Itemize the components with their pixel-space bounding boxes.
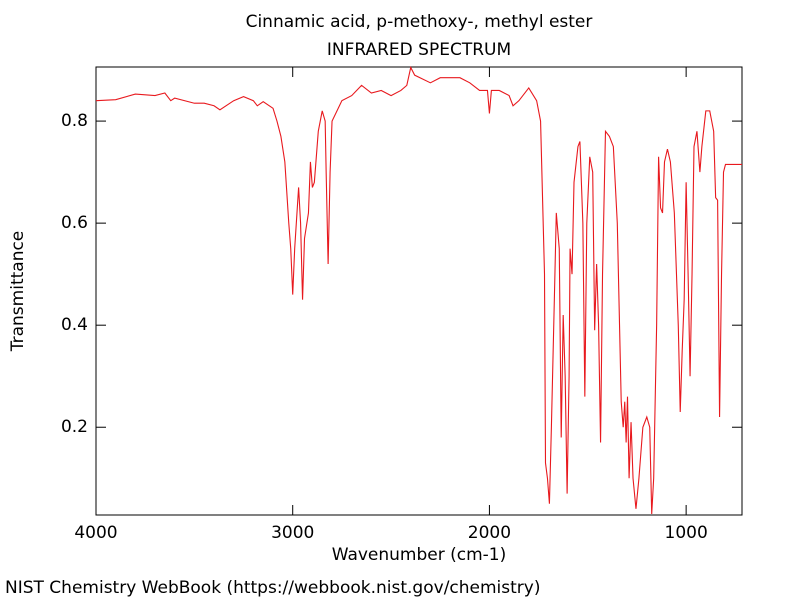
y-tick-label: 0.2 <box>61 417 88 437</box>
chart-title: Cinnamic acid, p-methoxy-, methyl ester <box>246 12 593 32</box>
y-tick-label: 0.8 <box>61 111 88 131</box>
chart-subtitle: INFRARED SPECTRUM <box>327 40 511 60</box>
x-axis-label: Wavenumber (cm-1) <box>332 545 507 565</box>
x-tick-label: 3000 <box>271 523 314 543</box>
spectrum-line <box>95 65 742 515</box>
source-note: NIST Chemistry WebBook (https://webbook.… <box>5 578 540 598</box>
y-tick-label: 0.4 <box>61 315 88 335</box>
x-tick-label: 2000 <box>468 523 511 543</box>
y-axis-label: Transmittance <box>8 231 28 353</box>
x-tick-label: 4000 <box>74 523 117 543</box>
y-tick-label: 0.6 <box>61 213 88 233</box>
x-tick-label: 1000 <box>665 523 708 543</box>
plot-frame <box>95 66 743 516</box>
